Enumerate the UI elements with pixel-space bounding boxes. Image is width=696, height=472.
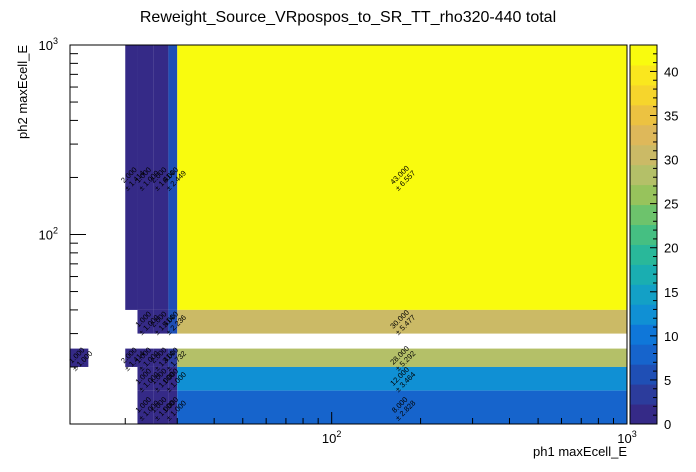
colorbar-segment (630, 104, 657, 126)
colorbar-segment (630, 344, 657, 365)
heatmap-cell (153, 309, 169, 334)
x-axis-ticks: 102 103 (124, 412, 637, 446)
colorbar-segment (630, 404, 657, 425)
colorbar-frame (629, 44, 658, 425)
colorbar-segment (630, 64, 657, 86)
heatmap-cell (137, 366, 154, 391)
heatmap-cell (177, 390, 628, 424)
colorbar-segment (630, 224, 657, 245)
colorbar-segment (630, 204, 657, 226)
y-axis-ticks: 102 103 (39, 36, 86, 425)
colorbar-tick-label: 25 (664, 197, 678, 212)
colorbar-segment (630, 284, 657, 305)
heatmap-cell (177, 45, 628, 310)
heatmap-cell (168, 309, 178, 334)
heatmap-cell (125, 45, 138, 310)
heatmap-cell (168, 366, 178, 391)
heatmap-cell (70, 348, 89, 367)
colorbar-tick-label: 20 (664, 241, 678, 256)
heatmap-cell (137, 348, 154, 367)
colorbar-segment (630, 304, 657, 325)
y-tick-label: 102 (39, 226, 58, 243)
colorbar-segment (630, 45, 657, 66)
colorbar-tick-label: 10 (664, 329, 678, 344)
x-tick-label: 102 (322, 429, 341, 446)
heatmap-cell (137, 45, 154, 310)
colorbar-tick-label: 0 (664, 417, 671, 432)
colorbar-segment (630, 324, 657, 345)
heatmap-cell (177, 366, 628, 391)
colorbar-tick-label: 30 (664, 153, 678, 168)
colorbar-segment (630, 144, 657, 166)
heatmap-cell (168, 45, 178, 310)
colorbar-segment (630, 84, 657, 106)
heatmap-cell (177, 309, 628, 334)
colorbar-segment (630, 364, 657, 385)
cell-value-label: 1.000± 1.000 (67, 345, 94, 372)
colorbar: 0 5 10 15 20 25 30 35 40 (629, 44, 678, 432)
heatmap-cells (70, 45, 628, 424)
colorbar-tick-label: 15 (664, 285, 678, 300)
heatmap-cell (137, 390, 154, 424)
colorbar-segment (630, 244, 657, 265)
chart-title: Reweight_Source_VRpospos_to_SR_TT_rho320… (140, 9, 556, 26)
heatmap-cell (153, 348, 169, 367)
colorbar-segment (630, 384, 657, 405)
heatmap-cell (125, 348, 138, 367)
colorbar-tick-label: 5 (664, 373, 671, 388)
x-tick-label: 103 (617, 429, 636, 446)
colorbar-segment (630, 184, 657, 206)
y-tick-label: 103 (39, 36, 58, 53)
heatmap-cell (153, 366, 169, 391)
heatmap-cell (137, 309, 154, 334)
heatmap-cell (153, 45, 169, 310)
y-axis-label: ph2 maxEcell_E (15, 45, 30, 139)
colorbar-tick-label: 40 (664, 64, 678, 79)
colorbar-segment (630, 124, 657, 146)
x-axis-label: ph1 maxEcell_E (533, 444, 627, 459)
colorbar-segment (630, 264, 657, 285)
colorbar-tick-label: 35 (664, 109, 678, 124)
heatmap-cell (168, 348, 178, 367)
heatmap-cell (177, 348, 628, 367)
heatmap-cell (153, 390, 169, 424)
colorbar-segment (630, 164, 657, 186)
heatmap-cell (168, 390, 178, 424)
